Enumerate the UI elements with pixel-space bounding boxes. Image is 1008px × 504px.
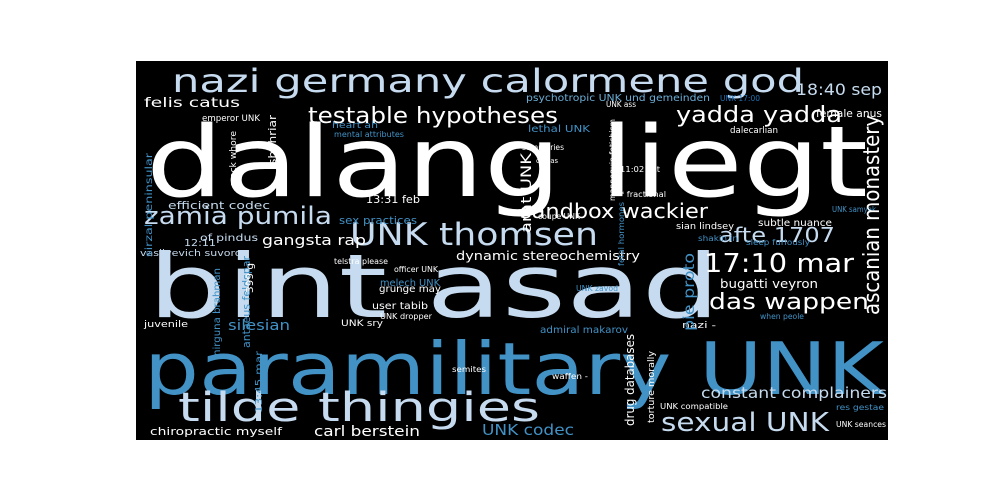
word-399-g: 399 g: [245, 263, 256, 293]
word-sex-practices: sex practices: [339, 214, 417, 227]
word-chiropractic-myself: chiropractic myself: [150, 425, 283, 438]
word-yadda-yadda: yadda yadda: [676, 103, 842, 128]
word-heart-ah: heart ah: [332, 121, 378, 131]
word-waffen: waffen -: [552, 372, 588, 381]
word-ascanian-monastery: ascanian monastery: [860, 115, 885, 315]
word-constant-complainers: constant complainers: [701, 384, 887, 402]
word-17-10-mar: 17:10 mar: [704, 249, 854, 279]
word-silesian: silesian: [228, 318, 290, 334]
word-afte-1707: afte 1707: [719, 223, 835, 247]
word-nazi-germany-calormene-god: nazi germany calormene god: [172, 62, 804, 100]
word-female-anus: female anus: [816, 107, 882, 120]
word-paramilitary-unk: paramilitary UNK: [144, 327, 886, 411]
word-emperor-unk: emperor UNK: [202, 114, 261, 124]
word-drug-databases: drug databases: [623, 334, 637, 426]
word-sexual-unk: sexual UNK: [661, 408, 830, 438]
word-pie-proto: pie proto: [680, 253, 698, 331]
word-unk-thomsen: UNK thomsen: [350, 217, 598, 253]
word-testable-hypotheses: testable hypotheses: [308, 104, 558, 129]
word-dalang-liegt: dalang liegt: [146, 106, 868, 220]
word-comas: comas: [536, 157, 558, 165]
word-13-45-mar: 13:45 mar: [254, 350, 265, 413]
word-sirzal-peninsular: sirzal peninsular: [144, 152, 155, 257]
word-sleep-furiously: sleep furiously: [746, 238, 810, 247]
word-13-31-feb: 13:31 feb: [366, 193, 420, 206]
word-grunge-may: grunge may: [379, 284, 441, 295]
word-cloud-panel: dalang liegt bint asad paramilitary UNK …: [136, 61, 888, 440]
word-unk-seances: UNK seances: [836, 420, 886, 429]
word-nazi-dash: nazi -: [682, 321, 716, 331]
word-officer-unk: officer UNK: [394, 265, 439, 274]
word-bugatti-veyron: bugatti veyron: [720, 277, 818, 291]
word-juvenile: juvenile: [143, 320, 189, 330]
word-subtle-nuance: subtle nuance: [758, 218, 832, 229]
word-zamia-pumila: zamia pumila: [144, 202, 332, 230]
word-unk-codec: UNK codec: [482, 421, 574, 439]
word-antaeus-feldspar: antaeus feldspar: [240, 256, 253, 348]
word-melech-unk: melech UNK: [380, 278, 440, 289]
word-telstra-please: telstra please: [334, 257, 388, 266]
word-unk-samyak: UNK samyak: [832, 205, 876, 214]
word-12-11: 12:11: [184, 238, 216, 249]
word-summaries: * summaries: [516, 143, 564, 152]
word-unk-17-00: UNK 17:00: [720, 94, 760, 103]
word-das-wappen: das wappen: [709, 290, 869, 315]
word-arat-unk: arat UNK: [519, 152, 535, 233]
word-tilde-thingies: tilde thingies: [178, 385, 540, 431]
word-unk-ass: UNK ass: [606, 100, 636, 109]
word-unk-dropper: UNK dropper: [380, 312, 433, 321]
word-of-pindus: of pindus: [200, 233, 258, 244]
word-11-02-oct: 11:02 oct: [620, 165, 660, 174]
word-shakin-in: shakin in: [698, 234, 738, 243]
word-carl-berstein: carl berstein: [314, 424, 420, 440]
word-sian-lindsey: sian lindsey: [676, 222, 735, 232]
cloud-background: [136, 61, 888, 440]
word-vasilyevich-suvorov: vasilyevich suvorov: [140, 249, 249, 259]
word-fetal-hormones: fetal hormones: [617, 202, 626, 266]
word-admiral-makarov: admiral makarov: [540, 325, 628, 336]
word-18-40-sep: 18:40 sep: [796, 80, 882, 99]
word-dalecarlian: dalecarlian: [730, 126, 778, 136]
word-semites: semites: [452, 365, 486, 374]
word-res-gestae: res gestae: [836, 403, 884, 412]
word-sandbox-wackier: sandbox wackier: [520, 199, 709, 223]
word-gangsta-rap: gangsta rap: [262, 233, 366, 249]
word-cloud: dalang liegt bint asad paramilitary UNK …: [136, 61, 888, 440]
word-psychotropic-unk-und-gemeinden: psychotropic UNK und gemeinden: [526, 93, 710, 104]
word-when-peole: when peole: [760, 312, 804, 321]
word-torture-morally: torture morally: [647, 350, 657, 423]
word-nirguna-brahman: nirguna brahman: [212, 268, 223, 356]
word-dynamic-stereochemistry: dynamic stereochemistry: [456, 249, 640, 263]
word-user-tabib: user tabib: [372, 301, 428, 312]
word-fractional: * fractional: [620, 190, 666, 199]
word-coupe-unk: coupe UNK: [538, 212, 581, 221]
word-felis-catus: felis catus: [144, 96, 240, 111]
word-efficient-codec: efficient codec: [168, 199, 270, 212]
word-shahriar: shahriar: [266, 114, 279, 165]
word-unk-compatible: UNK compatible: [660, 402, 728, 411]
word-unk-sry: UNK sry: [341, 319, 384, 329]
word-mental-attributes: mental attributes: [334, 130, 404, 139]
word-unk-zavod: UNK zavod: [576, 284, 618, 293]
word-mannequin-fetishism: mannequin fetishism: [608, 119, 617, 201]
word-lethal-unk: lethal UNK: [528, 124, 591, 135]
word-bint-asad: bint asad: [148, 235, 720, 338]
word-crack-whore: crack whore: [229, 131, 239, 187]
